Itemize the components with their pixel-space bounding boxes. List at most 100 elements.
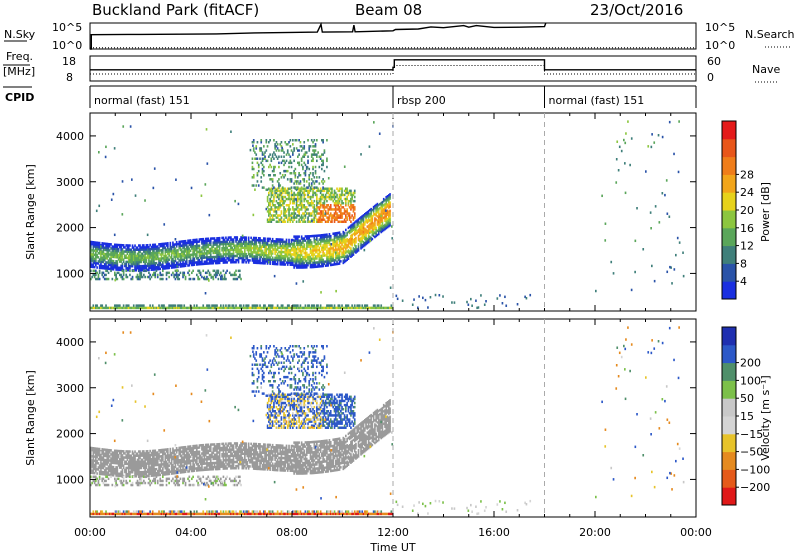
power-cell-1502 xyxy=(275,250,278,253)
power-cell-3149 xyxy=(309,220,312,223)
power-cell-2370 xyxy=(367,230,370,233)
power-cell-368 xyxy=(134,254,136,258)
power-cell-2259 xyxy=(356,225,359,228)
power-cell-1138 xyxy=(228,244,231,248)
power-cell-1215 xyxy=(239,242,241,245)
power-cell-1052 xyxy=(217,239,220,242)
power-cell-125 xyxy=(103,246,106,250)
power-cell-2016 xyxy=(329,234,332,238)
power-cell-2063 xyxy=(336,262,338,266)
velocity-cell-199 xyxy=(112,457,115,461)
power-cell-462 xyxy=(145,258,148,261)
power-cell-1981 xyxy=(327,258,329,261)
velocity-cell-437 xyxy=(143,472,145,476)
power-cell-1339 xyxy=(255,255,258,258)
power-cell-3844 xyxy=(96,306,98,310)
velocity-cell-475 xyxy=(146,456,149,459)
velocity-cell-49 xyxy=(95,459,97,463)
power-cell-1497 xyxy=(274,240,276,243)
power-cell-1452 xyxy=(269,260,271,263)
power-cell-2840 xyxy=(269,199,271,203)
power-cell-1960 xyxy=(324,239,327,243)
power-cell-2721 xyxy=(177,277,179,281)
power-cell-2794 xyxy=(225,271,227,275)
power-cell-3413 xyxy=(341,199,343,203)
power-cell-3398 xyxy=(340,214,342,217)
power-cell-911 xyxy=(201,258,203,262)
power-cell-4290 xyxy=(623,138,625,142)
velocity-cell-38 xyxy=(93,463,96,467)
power-cell-39 xyxy=(93,253,96,257)
power-cell-378 xyxy=(135,258,138,262)
power-cell-2456 xyxy=(376,219,379,222)
power-cell-1592 xyxy=(286,261,289,264)
power-cell-3479 xyxy=(351,206,353,209)
power-cell-2124 xyxy=(342,259,345,263)
power-cell-1443 xyxy=(268,254,270,257)
power-cell-3 xyxy=(90,259,92,262)
power-cell-341 xyxy=(131,265,134,268)
velocity-cell-59 xyxy=(96,459,98,463)
power-cell-4108 xyxy=(313,306,316,310)
power-cell-4072 xyxy=(284,306,287,310)
power-cell-1485 xyxy=(273,242,275,245)
power-cell-283 xyxy=(122,244,125,247)
power-cell-1122 xyxy=(227,259,230,262)
power-cell-2947 xyxy=(283,208,285,211)
power-cell-2957 xyxy=(284,212,287,215)
power-cell-2101 xyxy=(338,235,341,239)
power-cell-3908 xyxy=(149,304,151,307)
power-cell-2633 xyxy=(114,271,116,275)
power-cell-3553 xyxy=(263,186,265,189)
power-cell-3941 xyxy=(177,306,179,310)
power-cell-564 xyxy=(156,253,159,256)
velocity-cell-413 xyxy=(139,454,141,457)
power-cell-3180 xyxy=(313,212,316,215)
power-cell-1779 xyxy=(305,245,308,248)
power-cell-4064 xyxy=(276,304,279,307)
power-cell-3777 xyxy=(312,159,314,163)
power-cell-3998 xyxy=(225,306,227,310)
power-cell-1623 xyxy=(290,259,293,262)
power-cell-4213 xyxy=(434,293,437,297)
power-cell-1523 xyxy=(278,250,280,254)
power-cell-2314 xyxy=(362,245,365,248)
power-cell-1184 xyxy=(235,246,237,249)
power-colorbar-label: Power [dB] xyxy=(759,182,772,242)
power-cell-3113 xyxy=(303,189,306,193)
power-cell-1368 xyxy=(259,259,261,263)
power-cell-130 xyxy=(105,261,107,264)
power-cell-1161 xyxy=(231,238,234,241)
power-cell-1053 xyxy=(217,237,220,240)
power-cell-2702 xyxy=(162,273,164,277)
power-cell-149 xyxy=(107,267,110,271)
velocity-cell-391 xyxy=(136,454,139,457)
power-cell-508 xyxy=(150,254,153,257)
velocity-cell-222 xyxy=(115,453,117,457)
power-cell-908 xyxy=(199,238,202,241)
power-cell-3337 xyxy=(332,193,335,197)
velocity-cell-46 xyxy=(95,465,97,469)
power-cell-3051 xyxy=(297,204,299,207)
power-cell-1366 xyxy=(257,237,260,240)
power-cell-966 xyxy=(207,252,210,255)
power-cell-1821 xyxy=(310,263,313,267)
power-cell-442 xyxy=(143,254,145,257)
colorbar-swatch-2 xyxy=(722,245,736,264)
power-cell-2514 xyxy=(381,205,384,208)
power-cell-168 xyxy=(108,245,111,248)
power-cell-1086 xyxy=(222,251,225,254)
power-cell-2620 xyxy=(102,271,105,275)
power-cell-2276 xyxy=(358,239,361,243)
power-cell-1851 xyxy=(313,240,316,244)
power-cell-1618 xyxy=(289,249,292,252)
power-cell-2626 xyxy=(106,277,109,281)
cpid-segment-label-2: normal (fast) 151 xyxy=(549,94,645,107)
power-cell-186 xyxy=(111,255,114,259)
power-cell-322 xyxy=(129,264,131,268)
power-cell-2488 xyxy=(380,230,383,234)
power-cell-3450 xyxy=(346,189,348,193)
power-cell-4070 xyxy=(281,304,284,307)
power-cell-3712 xyxy=(299,174,302,177)
velocity-cell-287 xyxy=(124,460,126,463)
